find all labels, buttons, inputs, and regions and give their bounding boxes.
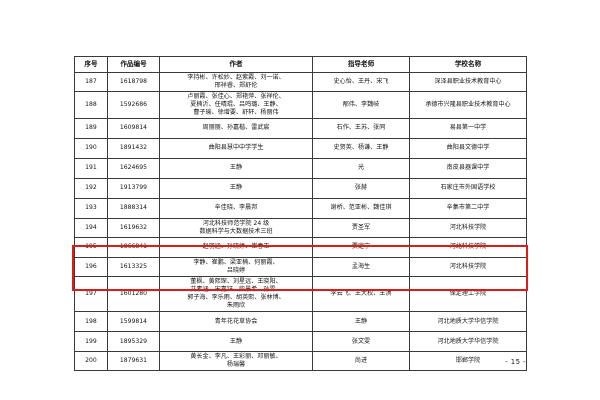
cell-num: 195: [74, 236, 108, 258]
cell-teachers: 谢桥、范亚彬、魏佳琪: [312, 197, 410, 219]
cell-school: 保定理工学院: [409, 275, 527, 313]
cell-teachers: 石作、王苏、张同: [312, 117, 410, 139]
table-row: 200 1879631 黄长金、李凡、王彩丽、邓丽敏、 杨瑞馨 尚进 邯郸学院: [74, 351, 527, 372]
table-row: 196 1613325 李静、崔鹏、梁亚楠、何丽霞、 吕晓婷 孟海生 河北科技学…: [74, 256, 527, 277]
table-header: 序号 作品编号 作者 指导老师 学校名称: [74, 56, 527, 73]
cell-num: 196: [74, 256, 108, 277]
cell-authors: 李持彬、许松妙、赵紫霞、刘一诺、 邢祥睿、郑舒伦: [159, 71, 313, 92]
cell-school: 河北科技学院: [409, 217, 527, 238]
cell-authors: 赵羽涵、孙晓婷、崔春玉: [159, 236, 313, 258]
cell-num: 188: [74, 90, 108, 119]
cell-code: 1619632: [107, 217, 160, 238]
cell-authors: 王静: [159, 157, 313, 179]
table-row: 190 1891432 曲阳县慧中中学学生 史贺英、杨谦、王静 曲阳县文德中学: [74, 137, 527, 159]
awards-table: 序号 作品编号 作者 指导老师 学校名称 187 1618798 李持彬、许松妙…: [74, 56, 527, 372]
cell-teachers: 贾圣军: [312, 217, 410, 238]
table-row: 191 1624695 王静 光 南皮县器课中学: [74, 157, 527, 179]
cell-teachers: 史贺英、杨谦、王静: [312, 137, 410, 159]
table-row: 193 1888314 辛佳晓、李晨邦 谢桥、范亚彬、魏佳琪 辛集市第二中学: [74, 197, 527, 219]
header-cell-teachers: 指导老师: [312, 56, 410, 73]
table-row: 199 1895329 王静 张文雯 河北地质大学华信学院: [74, 331, 527, 353]
cell-authors: 周丽丽、孙嘉楷、雷武宸: [159, 117, 313, 139]
cell-code: 1613325: [107, 256, 160, 277]
table-row-highlighted: 197 1601280 董枫、黄熙琛、刘星远、王晓阳、 艾素涵、宋嘉钰、柴景希、…: [74, 275, 527, 313]
cell-num: 200: [74, 351, 108, 372]
cell-num: 194: [74, 217, 108, 238]
cell-code: 1913799: [107, 177, 160, 199]
cell-num: 190: [74, 137, 108, 159]
cell-authors: 王静: [159, 177, 313, 199]
cell-num: 189: [74, 117, 108, 139]
table-body: 187 1618798 李持彬、许松妙、赵紫霞、刘一诺、 邢祥睿、郑舒伦 史心怡…: [74, 71, 527, 372]
cell-teachers: 王静: [312, 311, 410, 333]
cell-code: 1618798: [107, 71, 160, 92]
cell-num: 192: [74, 177, 108, 199]
cell-school: 深泽县职业技术教育中心: [409, 71, 527, 92]
cell-authors: 李静、崔鹏、梁亚楠、何丽霞、 吕晓婷: [159, 256, 313, 277]
cell-num: 191: [74, 157, 108, 179]
cell-code: 1879631: [107, 351, 160, 372]
cell-code: 1592686: [107, 90, 160, 119]
cell-school: 河北地质大学华信学院: [409, 331, 527, 353]
table-header-row: 序号 作品编号 作者 指导老师 学校名称: [74, 56, 527, 73]
cell-authors: 曲阳县慧中中学学生: [159, 137, 313, 159]
cell-teachers: 张赫: [312, 177, 410, 199]
cell-school: 曲阳县文德中学: [409, 137, 527, 159]
cell-code: 1624695: [107, 157, 160, 179]
table-row: 188 1592686 卢丽霞、张佳心、郑艳萍、张祥伦、 夏楠沂、任晴琨、吕鸣璐…: [74, 90, 527, 119]
cell-school: 南皮县器课中学: [409, 157, 527, 179]
cell-teachers: 张文雯: [312, 331, 410, 353]
cell-school: 石家庄市外国语学校: [409, 177, 527, 199]
cell-school: 河北科技学院: [409, 256, 527, 277]
cell-school: 辛集市第二中学: [409, 197, 527, 219]
cell-school: 邯郸学院: [409, 351, 527, 372]
header-cell-num: 序号: [74, 56, 108, 73]
cell-teachers: 尚进: [312, 351, 410, 372]
cell-school: 承德市兴隆县职业技术教育中心: [409, 90, 527, 119]
cell-num: 198: [74, 311, 108, 333]
cell-authors: 黄长金、李凡、王彩丽、邓丽敏、 杨瑞馨: [159, 351, 313, 372]
cell-teachers: 李云飞、王大权、王溟: [312, 275, 410, 313]
cell-teachers: 邴伟、李魏岐: [312, 90, 410, 119]
cell-school: 河北科技学院: [409, 236, 527, 258]
cell-teachers: 贾定宁: [312, 236, 410, 258]
cell-num: 187: [74, 71, 108, 92]
cell-code: 1609814: [107, 117, 160, 139]
cell-authors: 河北科技师范学院 24 级 数据科学与大数据技术三班: [159, 217, 313, 238]
table-row: 194 1619632 河北科技师范学院 24 级 数据科学与大数据技术三班 贾…: [74, 217, 527, 238]
table-row: 187 1618798 李持彬、许松妙、赵紫霞、刘一诺、 邢祥睿、郑舒伦 史心怡…: [74, 71, 527, 92]
header-cell-code: 作品编号: [107, 56, 160, 73]
cell-school: 易县第一中学: [409, 117, 527, 139]
cell-code: 1891432: [107, 137, 160, 159]
cell-authors: 王静: [159, 331, 313, 353]
cell-authors: 青年花花草协会: [159, 311, 313, 333]
cell-teachers: 孟海生: [312, 256, 410, 277]
cell-authors: 卢丽霞、张佳心、郑艳萍、张祥伦、 夏楠沂、任晴琨、吕鸣璐、王静、 曹子瑜、徐增要…: [159, 90, 313, 119]
cell-authors: 董枫、黄熙琛、刘星远、王晓阳、 艾素涵、宋嘉钰、柴景希、孙霖、 郭子海、李乐雨、…: [159, 275, 313, 313]
cell-authors: 辛佳晓、李晨邦: [159, 197, 313, 219]
table-row: 192 1913799 王静 张赫 石家庄市外国语学校: [74, 177, 527, 199]
cell-code: 1601280: [107, 275, 160, 313]
table-row: 189 1609814 周丽丽、孙嘉楷、雷武宸 石作、王苏、张同 易县第一中学: [74, 117, 527, 139]
table-row: 198 1599814 青年花花草协会 王静 河北地质大学华信学院: [74, 311, 527, 333]
header-cell-authors: 作者: [159, 56, 313, 73]
cell-num: 197: [74, 275, 108, 313]
page-number: - 15 -: [505, 358, 526, 366]
cell-code: 1866841: [107, 236, 160, 258]
cell-code: 1599814: [107, 311, 160, 333]
cell-num: 193: [74, 197, 108, 219]
cell-code: 1895329: [107, 331, 160, 353]
table-row: 195 1866841 赵羽涵、孙晓婷、崔春玉 贾定宁 河北科技学院: [74, 236, 527, 258]
cell-teachers: 史心怡、王丹、宋飞: [312, 71, 410, 92]
cell-num: 199: [74, 331, 108, 353]
header-cell-school: 学校名称: [409, 56, 527, 73]
cell-school: 河北地质大学华信学院: [409, 311, 527, 333]
cell-teachers: 光: [312, 157, 410, 179]
cell-code: 1888314: [107, 197, 160, 219]
